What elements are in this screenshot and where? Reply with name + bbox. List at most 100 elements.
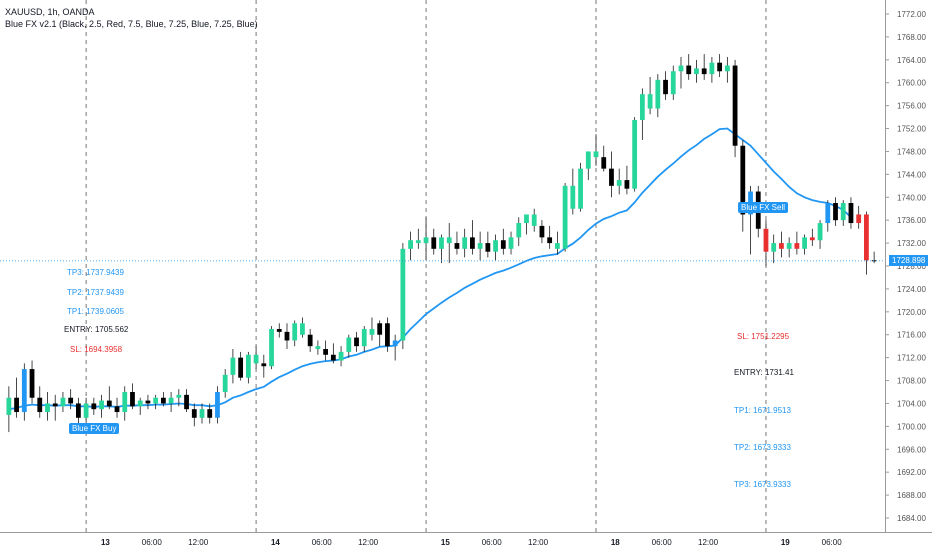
- candle: [809, 228, 815, 246]
- price-tick-label: 1724.00: [897, 285, 926, 294]
- price-tick-label: 1712.00: [897, 354, 926, 363]
- buy-sl-label: SL: 1694.3958: [70, 345, 123, 354]
- price-tick-label: 1704.00: [897, 399, 926, 408]
- candle: [601, 145, 607, 172]
- candle: [160, 392, 166, 407]
- candle: [439, 234, 444, 264]
- candle-body: [848, 203, 854, 224]
- time-axis[interactable]: 13 06:00 12:00 14 06:00 12:00 15 06:00 12:00 18 06…: [101, 538, 842, 547]
- candle: [609, 151, 614, 198]
- price-tick-label: 1708.00: [897, 377, 926, 386]
- candle: [408, 231, 413, 261]
- candle: [199, 403, 205, 424]
- time-tick-label: 14: [271, 538, 280, 547]
- sell-entry-label: ENTRY: 1731.41: [734, 368, 794, 377]
- candle: [191, 403, 197, 427]
- candle-body: [639, 94, 645, 120]
- candle: [323, 340, 329, 361]
- candle-body: [315, 346, 321, 350]
- candle-body: [794, 243, 800, 249]
- candle-body: [524, 214, 529, 224]
- price-tick-label: 1728.00: [897, 262, 926, 271]
- candle: [346, 334, 352, 358]
- candle: [415, 228, 421, 249]
- candle-body: [153, 397, 159, 404]
- candle: [771, 234, 777, 264]
- candle-body: [578, 168, 583, 209]
- candle: [330, 343, 336, 364]
- candle: [493, 234, 498, 261]
- candle-body: [338, 351, 344, 361]
- candle-body: [330, 354, 336, 361]
- candle-body: [477, 243, 483, 249]
- candle-body: [439, 237, 444, 249]
- moving-average-layer: [8, 127, 852, 411]
- candle-body: [632, 119, 638, 189]
- candle: [624, 165, 630, 195]
- candle: [678, 56, 684, 89]
- candle-body: [207, 409, 213, 418]
- candle-body: [68, 397, 74, 404]
- candle-body: [593, 151, 599, 158]
- candle: [230, 349, 236, 384]
- candle: [686, 54, 692, 80]
- candle-body: [114, 406, 120, 413]
- candle: [825, 200, 831, 232]
- candle: [99, 394, 104, 418]
- candle-body: [493, 240, 498, 252]
- candle-body: [771, 243, 777, 252]
- candle-body: [137, 400, 143, 407]
- candle: [817, 220, 823, 249]
- candle-body: [323, 349, 329, 355]
- candle: [547, 225, 553, 249]
- candle: [130, 383, 135, 410]
- candle: [786, 237, 792, 258]
- candle-body: [670, 71, 676, 95]
- candle-body: [856, 214, 862, 224]
- candle-body: [269, 329, 274, 367]
- candle-body: [392, 340, 398, 347]
- candle: [284, 323, 290, 350]
- candle-body: [864, 214, 869, 261]
- indicator-legend[interactable]: Blue FX v2.1 (Black, 2.5, Red, 7.5, Blue…: [5, 19, 258, 29]
- time-tick-label: 15: [441, 538, 450, 547]
- candle: [276, 323, 282, 338]
- candle: [446, 223, 452, 264]
- time-tick-label: 06:00: [822, 538, 843, 547]
- candle-body: [176, 394, 182, 398]
- candle: [184, 389, 189, 413]
- candle-body: [809, 237, 815, 241]
- candle: [377, 320, 383, 347]
- symbol-title[interactable]: XAUUSD, 1h, OANDA: [5, 7, 95, 17]
- price-axis[interactable]: 1684.00 1688.00 1692.00 1696.00 1700.00 1704.…: [885, 10, 926, 523]
- candle-body: [678, 65, 684, 72]
- buy-entry-label: ENTRY: 1705.562: [64, 325, 129, 334]
- candle: [593, 134, 599, 166]
- candle: [632, 117, 638, 192]
- candle: [724, 56, 730, 83]
- candle: [477, 231, 483, 261]
- sell-tp1-label: TP1: 1671.9513: [734, 406, 791, 415]
- candle: [52, 394, 58, 421]
- buy-tp1-label: TP1: 1739.0605: [67, 307, 124, 316]
- candle-body: [779, 243, 784, 249]
- candle-body: [215, 392, 220, 418]
- candle-body: [184, 394, 189, 410]
- candle-body: [415, 240, 421, 244]
- candle-body: [14, 397, 19, 413]
- candle-body: [408, 240, 413, 249]
- day-separator-layer: [85, 0, 767, 532]
- candle-body: [6, 397, 12, 415]
- candle-body: [485, 243, 491, 252]
- chart-header: XAUUSD, 1h, OANDA Blue FX v2.1 (Black, 2…: [5, 6, 258, 30]
- candle-body: [385, 323, 390, 347]
- price-tick-label: 1748.00: [897, 147, 926, 156]
- candle: [245, 351, 251, 384]
- candle-body: [470, 237, 475, 249]
- candle: [585, 151, 591, 181]
- candle-body: [261, 363, 267, 367]
- candle: [454, 231, 460, 255]
- candle: [400, 243, 406, 350]
- candle: [45, 392, 50, 421]
- candle: [732, 59, 738, 158]
